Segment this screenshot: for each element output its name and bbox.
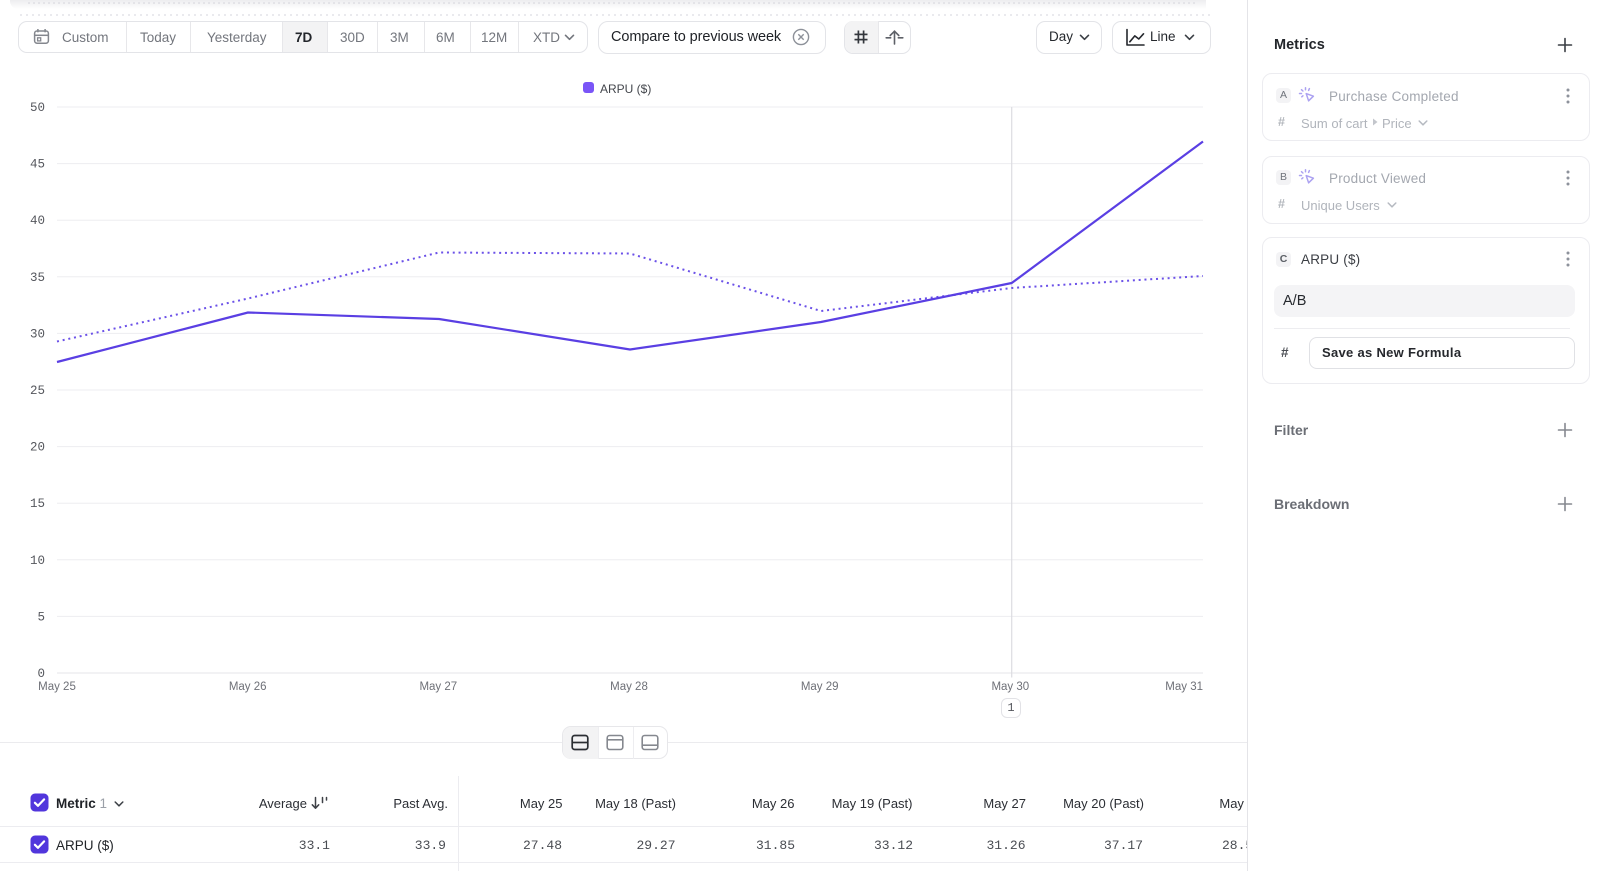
svg-text:25: 25 bbox=[30, 384, 45, 398]
svg-text:May 28: May 28 bbox=[610, 681, 648, 693]
svg-text:35: 35 bbox=[30, 271, 45, 285]
svg-text:May 31: May 31 bbox=[1165, 681, 1203, 693]
svg-text:0: 0 bbox=[37, 667, 45, 681]
svg-text:45: 45 bbox=[30, 158, 45, 172]
svg-text:May 27: May 27 bbox=[419, 681, 457, 693]
svg-text:May 30: May 30 bbox=[991, 681, 1029, 693]
svg-text:May 29: May 29 bbox=[801, 681, 839, 693]
svg-text:May 25: May 25 bbox=[38, 681, 76, 693]
svg-text:50: 50 bbox=[30, 101, 45, 115]
svg-text:May 26: May 26 bbox=[229, 681, 267, 693]
svg-text:10: 10 bbox=[30, 554, 45, 568]
svg-text:20: 20 bbox=[30, 441, 45, 455]
svg-text:30: 30 bbox=[30, 327, 45, 341]
svg-text:15: 15 bbox=[30, 497, 45, 511]
svg-text:40: 40 bbox=[30, 214, 45, 228]
svg-text:5: 5 bbox=[37, 610, 45, 624]
